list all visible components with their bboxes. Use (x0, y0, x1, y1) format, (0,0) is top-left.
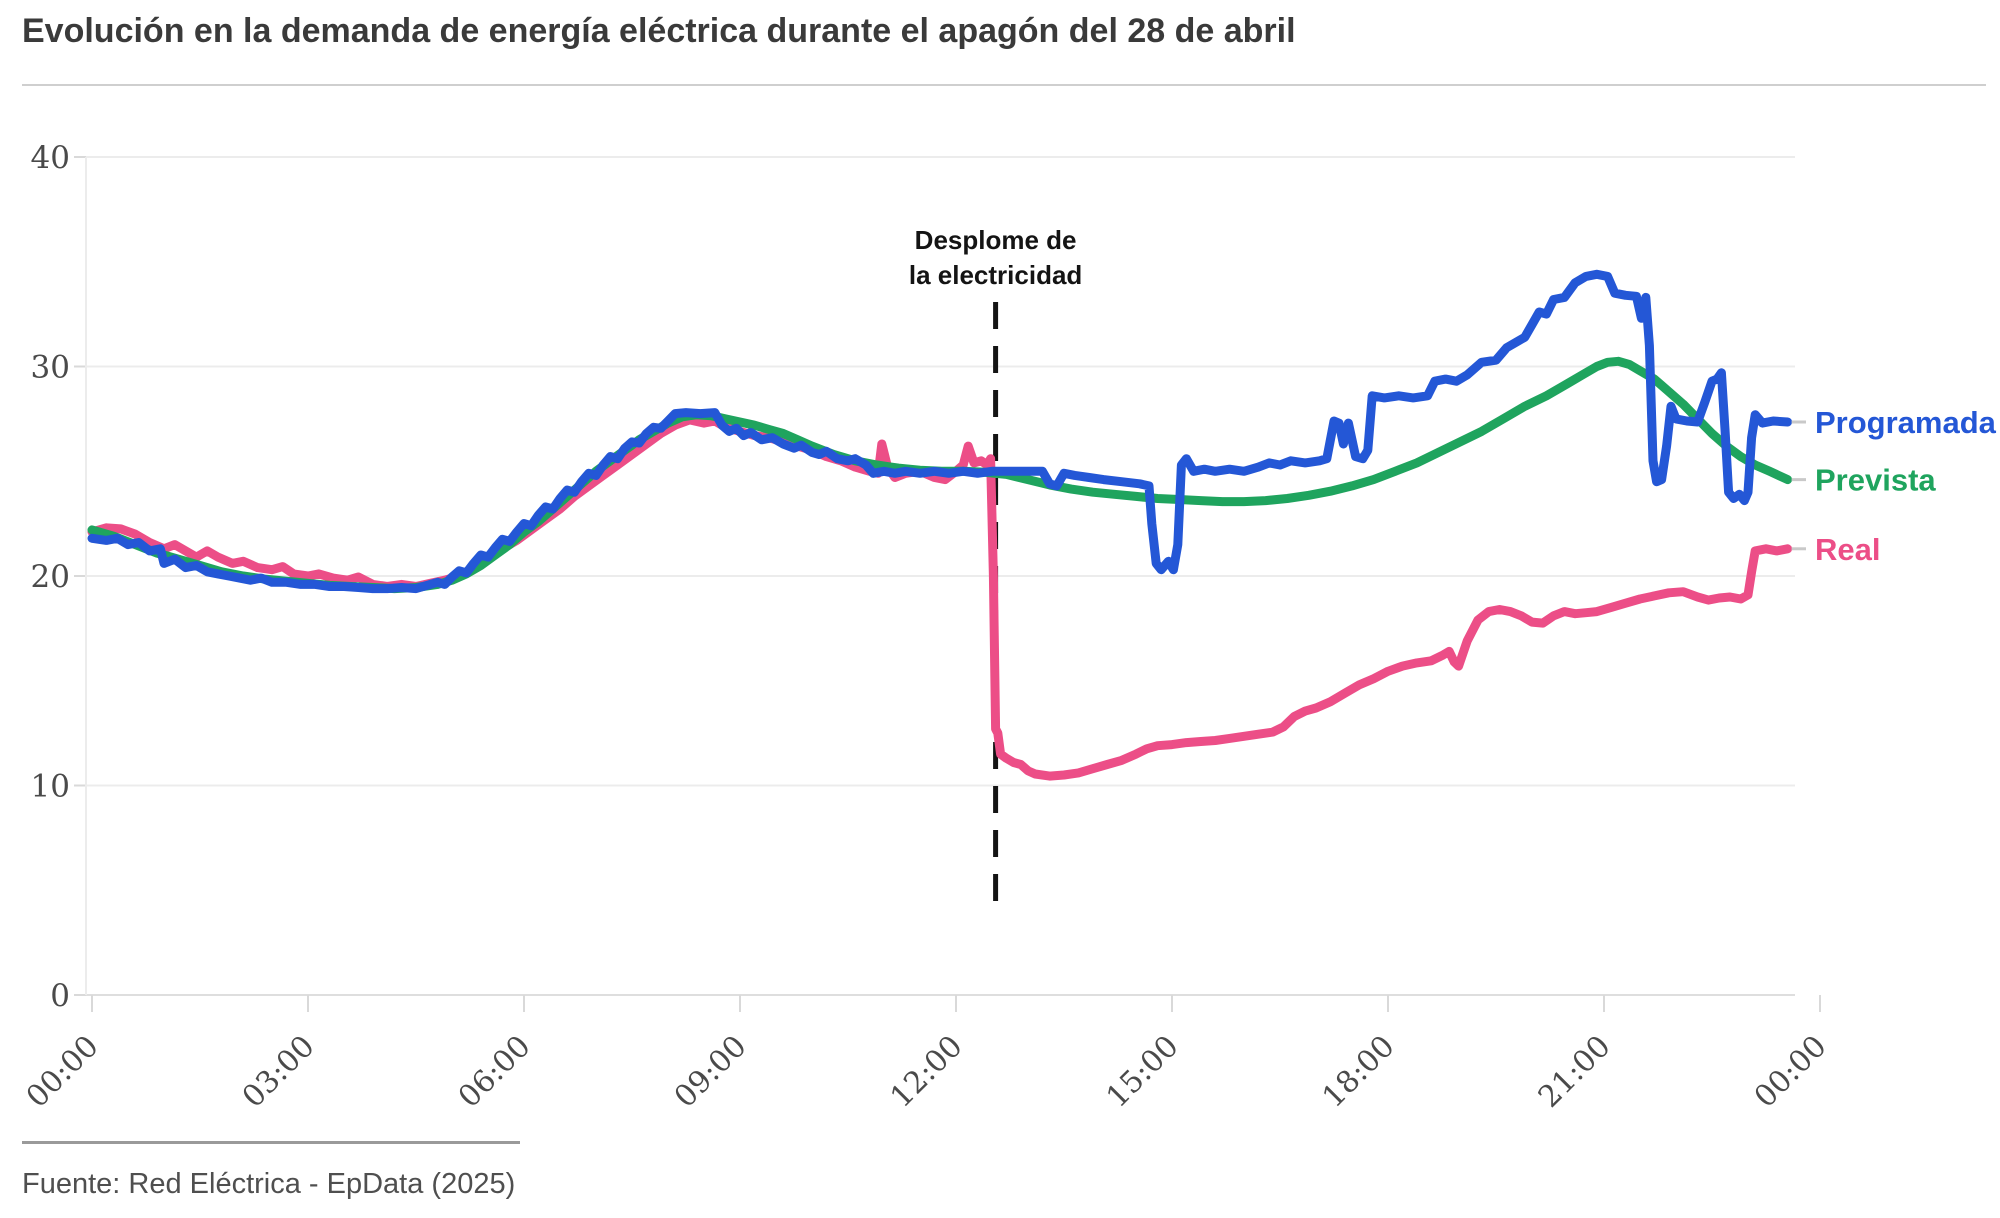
y-axis-label: 10 (31, 769, 70, 805)
series-label-real: Real (1815, 532, 1880, 567)
x-axis-label: 00:00 (1748, 1029, 1834, 1115)
y-axis-label: 30 (31, 350, 70, 386)
title-divider (22, 84, 1986, 86)
page-title: Evolución en la demanda de energía eléct… (22, 12, 1296, 50)
x-axis-label: 18:00 (1316, 1029, 1402, 1115)
x-axis-label: 21:00 (1532, 1029, 1618, 1115)
annotation-text-line1: Desplome de (915, 225, 1077, 255)
footer-divider (22, 1141, 520, 1144)
y-axis-label: 0 (50, 978, 70, 1014)
x-axis-label: 03:00 (236, 1029, 322, 1115)
y-axis-label: 20 (31, 559, 70, 595)
series-label-programada: Programada (1815, 405, 1997, 440)
x-axis-label: 12:00 (884, 1029, 970, 1115)
x-axis-label: 15:00 (1100, 1029, 1186, 1115)
x-axis-label: 09:00 (668, 1029, 754, 1115)
annotation-text-line2: la electricidad (909, 260, 1082, 290)
series-line-programada (87, 269, 1793, 594)
series-label-prevista: Prevista (1815, 463, 1936, 498)
y-axis-label: 40 (31, 140, 70, 176)
source-caption: Fuente: Red Eléctrica - EpData (2025) (22, 1168, 516, 1200)
x-axis-label: 06:00 (452, 1029, 538, 1115)
x-axis-label: 00:00 (20, 1029, 106, 1115)
